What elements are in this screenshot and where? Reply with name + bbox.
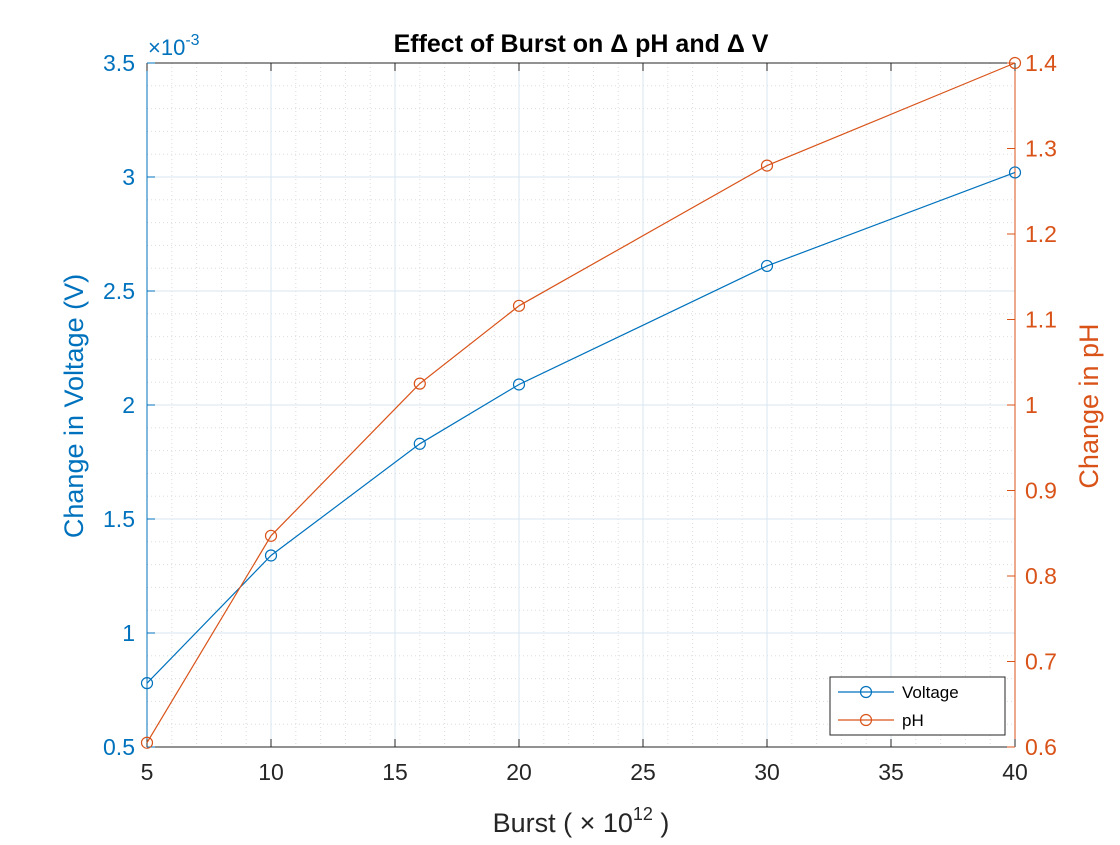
y-axis-left-exponent-prefix: ×10	[148, 35, 185, 60]
data-point-ph	[1008, 56, 1022, 70]
y-right-tick-label: 1.4	[1025, 50, 1057, 76]
data-point-voltage	[140, 677, 154, 690]
legend-label-ph: pH	[902, 711, 924, 730]
y-right-tick-label: 0.7	[1025, 649, 1057, 675]
legend-label-voltage: Voltage	[902, 683, 959, 702]
x-tick-label: 25	[630, 759, 656, 785]
legend: Voltage pH	[829, 676, 1006, 736]
y-left-tick-label: 1.5	[103, 506, 135, 532]
y-right-tick-label: 1	[1025, 392, 1038, 418]
data-point-ph	[512, 299, 526, 312]
x-tick-label: 15	[382, 759, 408, 785]
x-tick-label: 30	[754, 759, 780, 785]
y-left-tick-label: 3.5	[103, 50, 135, 76]
y-axis-right-label: Change in pH	[1074, 323, 1104, 488]
legend-box	[829, 676, 1006, 736]
y-right-tick-label: 1.1	[1025, 307, 1057, 333]
x-tick-label: 20	[506, 759, 532, 785]
y-right-tick-label: 0.8	[1025, 563, 1057, 589]
data-point-ph	[140, 736, 154, 749]
data-point-voltage	[760, 259, 774, 273]
data-point-ph	[264, 529, 278, 542]
series-layer	[140, 56, 1022, 749]
x-axis-label: Burst ( × 1012 )	[493, 804, 670, 838]
series-line-voltage	[146, 171, 1016, 684]
x-tick-label: 10	[258, 759, 284, 785]
labels-layer: Effect of Burst on Δ pH and Δ V Change i…	[59, 30, 1104, 838]
y-left-tick-label: 2.5	[103, 278, 135, 304]
data-point-voltage	[512, 378, 526, 391]
data-point-voltage	[264, 549, 278, 562]
legend-marker-voltage	[859, 685, 873, 699]
data-point-ph	[760, 159, 774, 172]
data-point-voltage	[413, 437, 426, 450]
chart-title: Effect of Burst on Δ pH and Δ V	[394, 30, 769, 58]
y-right-tick-label: 1.3	[1025, 136, 1057, 162]
y-left-tick-label: 3	[122, 164, 135, 190]
legend-marker-ph	[859, 713, 873, 727]
series-line-ph	[146, 62, 1016, 744]
x-axis-label-text: Burst ( × 10	[493, 808, 633, 838]
x-tick-label: 40	[1002, 759, 1028, 785]
y-axis-left-exponent-power: -3	[185, 32, 199, 49]
axes-layer: 5 10 15 20 25 30 35 40 0.5 1 1.5 2 2.5 3 3.5 0.6 0.7 0.8 0…	[103, 50, 1057, 785]
x-tick-label: 5	[141, 759, 154, 785]
x-axis-label-exponent: 12	[633, 804, 653, 824]
data-point-ph	[413, 377, 426, 390]
y-left-tick-label: 2	[122, 392, 135, 418]
y-left-tick-label: 1	[122, 620, 135, 646]
y-left-tick-label: 0.5	[103, 734, 135, 760]
x-tick-label: 35	[878, 759, 904, 785]
data-point-voltage	[1008, 166, 1022, 179]
y-axis-left-label: Change in Voltage (V)	[59, 274, 89, 538]
y-right-tick-label: 0.6	[1025, 734, 1057, 760]
x-axis-label-suffix: )	[653, 808, 670, 838]
y-right-tick-label: 0.9	[1025, 478, 1057, 504]
y-right-tick-label: 1.2	[1025, 221, 1057, 247]
y-axis-left-exponent: ×10-3	[148, 32, 200, 60]
